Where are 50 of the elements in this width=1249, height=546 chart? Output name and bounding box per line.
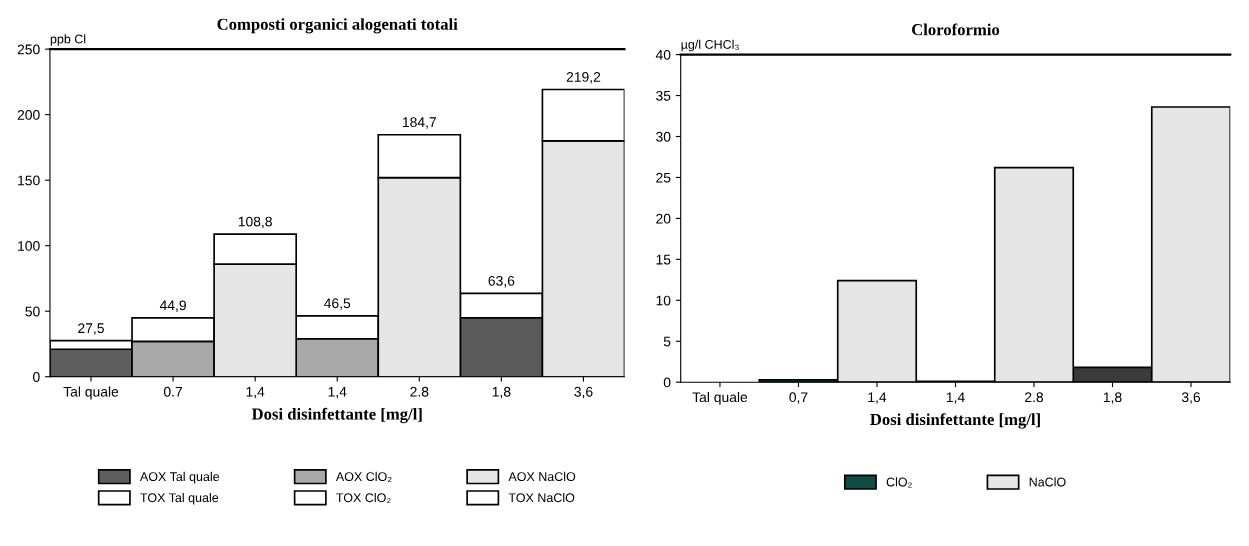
total-label: 63,6 <box>488 275 515 288</box>
x-tick-label: 3,6 <box>574 386 593 399</box>
legend-label: TOX NaClO <box>508 492 575 503</box>
legend-label: AOX NaClO <box>508 471 576 482</box>
x-tick-label: 1,4 <box>328 386 347 399</box>
x-tick-label: 2.8 <box>1025 392 1044 403</box>
x-tick-label: 1,4 <box>946 392 965 404</box>
y-tick-label: 35 <box>656 90 671 101</box>
x-axis-title: Dosi disinfettante [mg/l] <box>870 413 1040 429</box>
x-axis-title: Dosi disinfettante [mg/l] <box>251 407 422 424</box>
y-tick-label: 150 <box>18 175 40 186</box>
y-tick-label: 25 <box>656 172 671 183</box>
x-tick-label: 0.7 <box>163 386 183 397</box>
y-axis-title: ppb Cl <box>50 34 86 46</box>
y-tick-label: 250 <box>17 44 40 55</box>
y-tick-label: 15 <box>656 254 671 265</box>
x-tick-label: 0,7 <box>789 392 808 404</box>
y-tick-label: 100 <box>18 241 40 251</box>
y-tick-label: 0 <box>33 372 40 382</box>
y-tick-label: 0 <box>663 377 671 388</box>
y-axis-title: µg/l CHCl₃ <box>681 39 739 52</box>
y-tick-label: 5 <box>663 336 671 347</box>
total-label: 219,2 <box>566 72 601 84</box>
x-tick-label: 1,4 <box>868 392 887 404</box>
y-tick-label: 30 <box>656 131 671 142</box>
x-tick-label: 3,6 <box>1181 392 1201 404</box>
y-tick-label: 20 <box>656 213 671 224</box>
x-tick-label: Tal quale <box>692 391 748 405</box>
total-label: 27,5 <box>78 323 104 335</box>
legend-label: NaClO <box>1029 477 1066 487</box>
total-label: 184,7 <box>402 117 436 129</box>
legend-label: TOX Tal quale <box>140 492 219 505</box>
chart-title: Cloroformio <box>912 23 1000 36</box>
total-label: 44,9 <box>159 300 186 312</box>
total-label: 46,5 <box>324 298 351 310</box>
chart-title: Composti organici alogenati totali <box>217 18 458 34</box>
legend-label: TOX ClO₂ <box>336 492 391 504</box>
legend-label: AOX ClO₂ <box>335 471 392 482</box>
x-tick-label: 2.8 <box>410 386 429 397</box>
x-tick-label: 1,8 <box>1103 392 1122 404</box>
legend-label: AOX Tal quale <box>139 471 220 484</box>
y-tick-label: 200 <box>17 109 40 120</box>
x-tick-label: Tal quale <box>63 386 119 400</box>
y-tick-label: 40 <box>655 49 671 60</box>
x-tick-label: 1,8 <box>492 386 511 399</box>
y-tick-label: 10 <box>656 295 671 306</box>
total-label: 108,8 <box>238 216 272 229</box>
y-tick-label: 50 <box>25 306 40 317</box>
legend-label: ClO₂ <box>886 477 912 488</box>
x-tick-label: 1,4 <box>246 386 265 399</box>
